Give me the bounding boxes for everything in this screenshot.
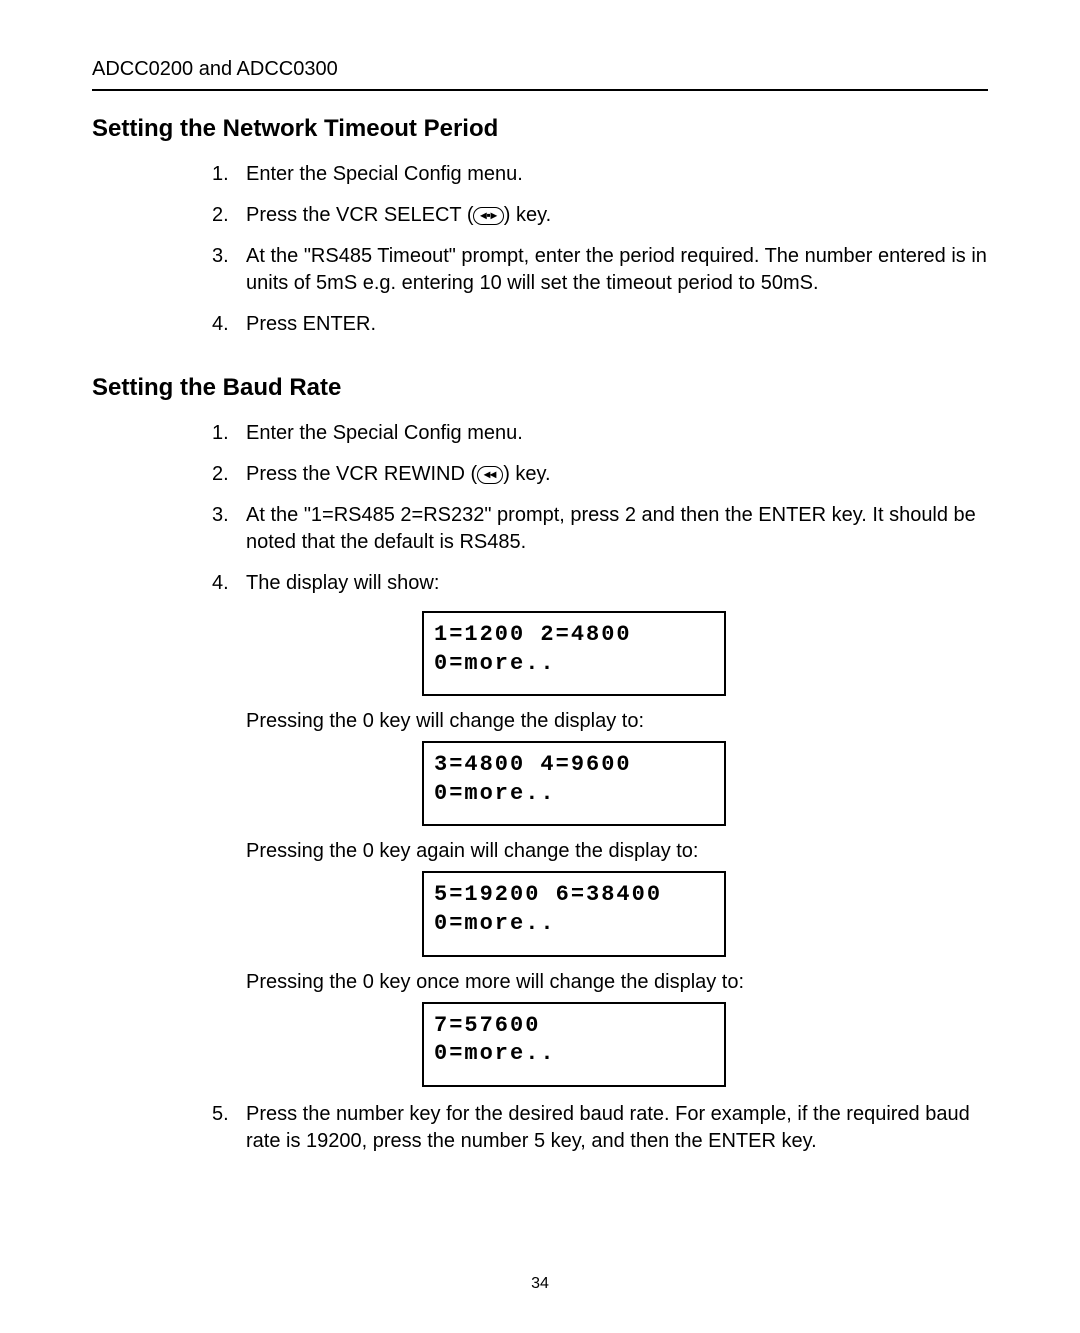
ordered-list: 1. Enter the Special Config menu. 2. Pre… — [92, 420, 988, 597]
lcd-line: 0=more.. — [434, 781, 556, 806]
ordered-list: 1. Enter the Special Config menu. 2. Pre… — [92, 161, 988, 338]
list-item: 1. Enter the Special Config menu. — [212, 420, 988, 447]
list-text: At the "RS485 Timeout" prompt, enter the… — [246, 245, 987, 294]
list-text: The display will show: — [246, 572, 439, 594]
list-text: Enter the Special Config menu. — [246, 163, 523, 185]
list-number: 2. — [212, 461, 229, 488]
document-page: ADCC0200 and ADCC0300 Setting the Networ… — [0, 0, 1080, 1333]
lcd-display: 1=1200 2=4800 0=more.. — [422, 611, 726, 696]
list-text: At the "1=RS485 2=RS232" prompt, press 2… — [246, 504, 976, 553]
list-number: 3. — [212, 243, 229, 270]
lcd-line: 7=57600 — [434, 1013, 540, 1038]
lcd-line: 0=more.. — [434, 1041, 556, 1066]
body-text: Pressing the 0 key again will change the… — [246, 840, 988, 863]
list-text: Press the number key for the desired bau… — [246, 1103, 970, 1152]
page-number: 34 — [92, 1275, 988, 1293]
list-text-after: ) key. — [503, 463, 550, 485]
list-item: 4. Press ENTER. — [212, 311, 988, 338]
list-item: 2. Press the VCR SELECT (◂▪▸) key. — [212, 202, 988, 229]
running-header: ADCC0200 and ADCC0300 — [92, 58, 988, 81]
list-item: 1. Enter the Special Config menu. — [212, 161, 988, 188]
lcd-line: 0=more.. — [434, 651, 556, 676]
list-number: 2. — [212, 202, 229, 229]
lcd-line: 1=1200 2=4800 — [434, 622, 632, 647]
section-heading-network-timeout: Setting the Network Timeout Period — [92, 115, 988, 143]
body-text: Pressing the 0 key once more will change… — [246, 971, 988, 994]
list-item: 2. Press the VCR REWIND (◂◂) key. — [212, 461, 988, 488]
lcd-line: 3=4800 4=9600 — [434, 752, 632, 777]
list-text: Press the VCR REWIND ( — [246, 463, 477, 485]
list-text: Press the VCR SELECT ( — [246, 204, 473, 226]
lcd-display: 7=57600 0=more.. — [422, 1002, 726, 1087]
list-text-after: ) key. — [504, 204, 551, 226]
body-text: Pressing the 0 key will change the displ… — [246, 710, 988, 733]
list-item: 5. Press the number key for the desired … — [212, 1101, 988, 1155]
list-item: 3. At the "1=RS485 2=RS232" prompt, pres… — [212, 502, 988, 556]
list-text: Enter the Special Config menu. — [246, 422, 523, 444]
ordered-list: 5. Press the number key for the desired … — [92, 1101, 988, 1155]
lcd-line: 5=19200 6=38400 — [434, 882, 662, 907]
list-number: 5. — [212, 1101, 229, 1128]
list-text: Press ENTER. — [246, 313, 376, 335]
vcr-rewind-icon: ◂◂ — [477, 466, 503, 484]
list-number: 4. — [212, 311, 229, 338]
list-number: 4. — [212, 570, 229, 597]
vcr-select-icon: ◂▪▸ — [473, 207, 503, 225]
section-heading-baud-rate: Setting the Baud Rate — [92, 374, 988, 402]
lcd-display: 5=19200 6=38400 0=more.. — [422, 871, 726, 956]
list-number: 1. — [212, 420, 229, 447]
lcd-display: 3=4800 4=9600 0=more.. — [422, 741, 726, 826]
list-number: 1. — [212, 161, 229, 188]
list-item: 4. The display will show: — [212, 570, 988, 597]
header-rule — [92, 89, 988, 91]
lcd-line: 0=more.. — [434, 911, 556, 936]
list-number: 3. — [212, 502, 229, 529]
list-item: 3. At the "RS485 Timeout" prompt, enter … — [212, 243, 988, 297]
